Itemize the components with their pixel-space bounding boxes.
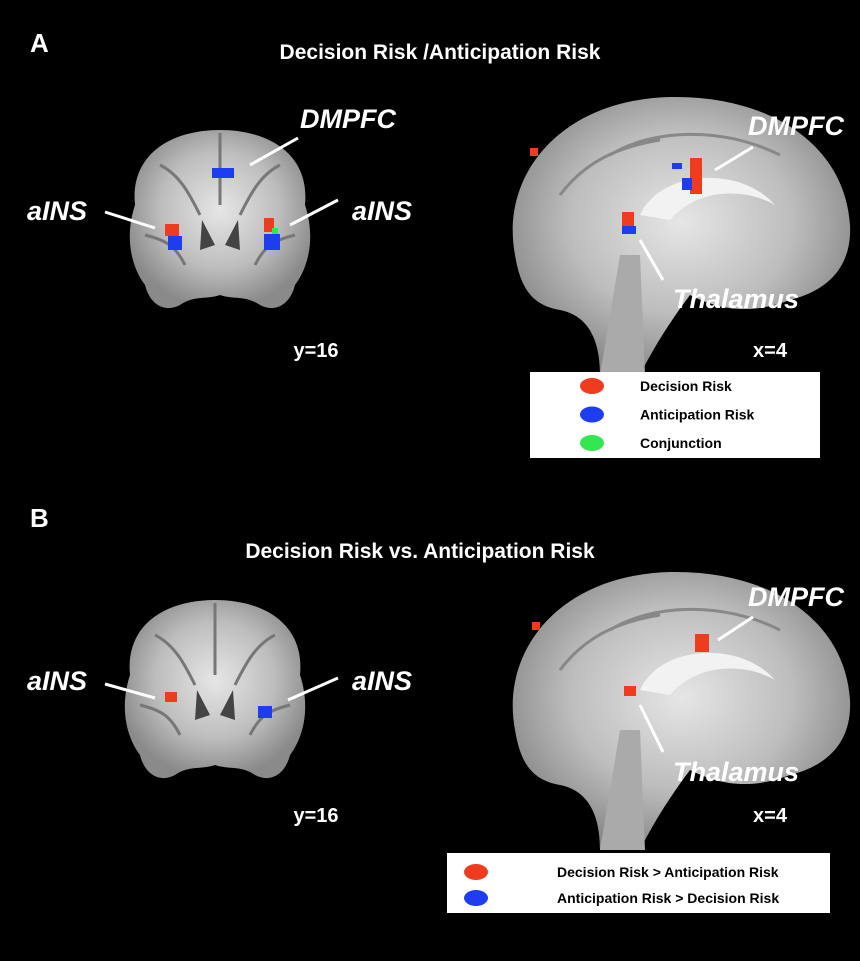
region-label: DMPFC bbox=[748, 582, 844, 612]
region-label: DMPFC bbox=[300, 104, 396, 134]
region-label: aINS bbox=[27, 196, 87, 226]
panel-title: Decision Risk /Anticipation Risk bbox=[280, 41, 601, 64]
coronal-brain bbox=[130, 130, 310, 308]
legend-swatch bbox=[580, 435, 604, 451]
legend-label: Decision Risk bbox=[640, 378, 732, 394]
slice-label: x=4 bbox=[753, 805, 788, 827]
region-label: DMPFC bbox=[748, 111, 844, 141]
slice-label: x=4 bbox=[753, 340, 788, 362]
legend: Decision Risk Anticipation Risk Conjunctio… bbox=[530, 372, 820, 458]
region-label: Thalamus bbox=[673, 284, 799, 314]
slice-label: y=16 bbox=[293, 805, 338, 827]
legend-label: Conjunction bbox=[640, 435, 722, 451]
legend-label: Anticipation Risk bbox=[640, 407, 755, 423]
coronal-brain bbox=[125, 600, 305, 778]
legend-swatch bbox=[464, 864, 488, 880]
legend-swatch bbox=[580, 407, 604, 423]
legend-label: Anticipation Risk > Decision Risk bbox=[557, 890, 779, 906]
legend-swatch bbox=[580, 378, 604, 394]
region-label: Thalamus bbox=[673, 757, 799, 787]
region-label: aINS bbox=[27, 666, 87, 696]
panel-letter: A bbox=[30, 28, 49, 58]
legend: Decision Risk > Anticipation Risk Anticip… bbox=[447, 853, 830, 913]
legend-label: Decision Risk > Anticipation Risk bbox=[557, 864, 779, 880]
figure: A Decision Risk /Anticipation Risk DMPFC… bbox=[0, 0, 860, 961]
panel-letter: B bbox=[30, 503, 49, 533]
legend-swatch bbox=[464, 890, 488, 906]
region-label: aINS bbox=[352, 196, 412, 226]
panel-title: Decision Risk vs. Anticipation Risk bbox=[245, 540, 595, 563]
slice-label: y=16 bbox=[293, 340, 338, 362]
region-label: aINS bbox=[352, 666, 412, 696]
